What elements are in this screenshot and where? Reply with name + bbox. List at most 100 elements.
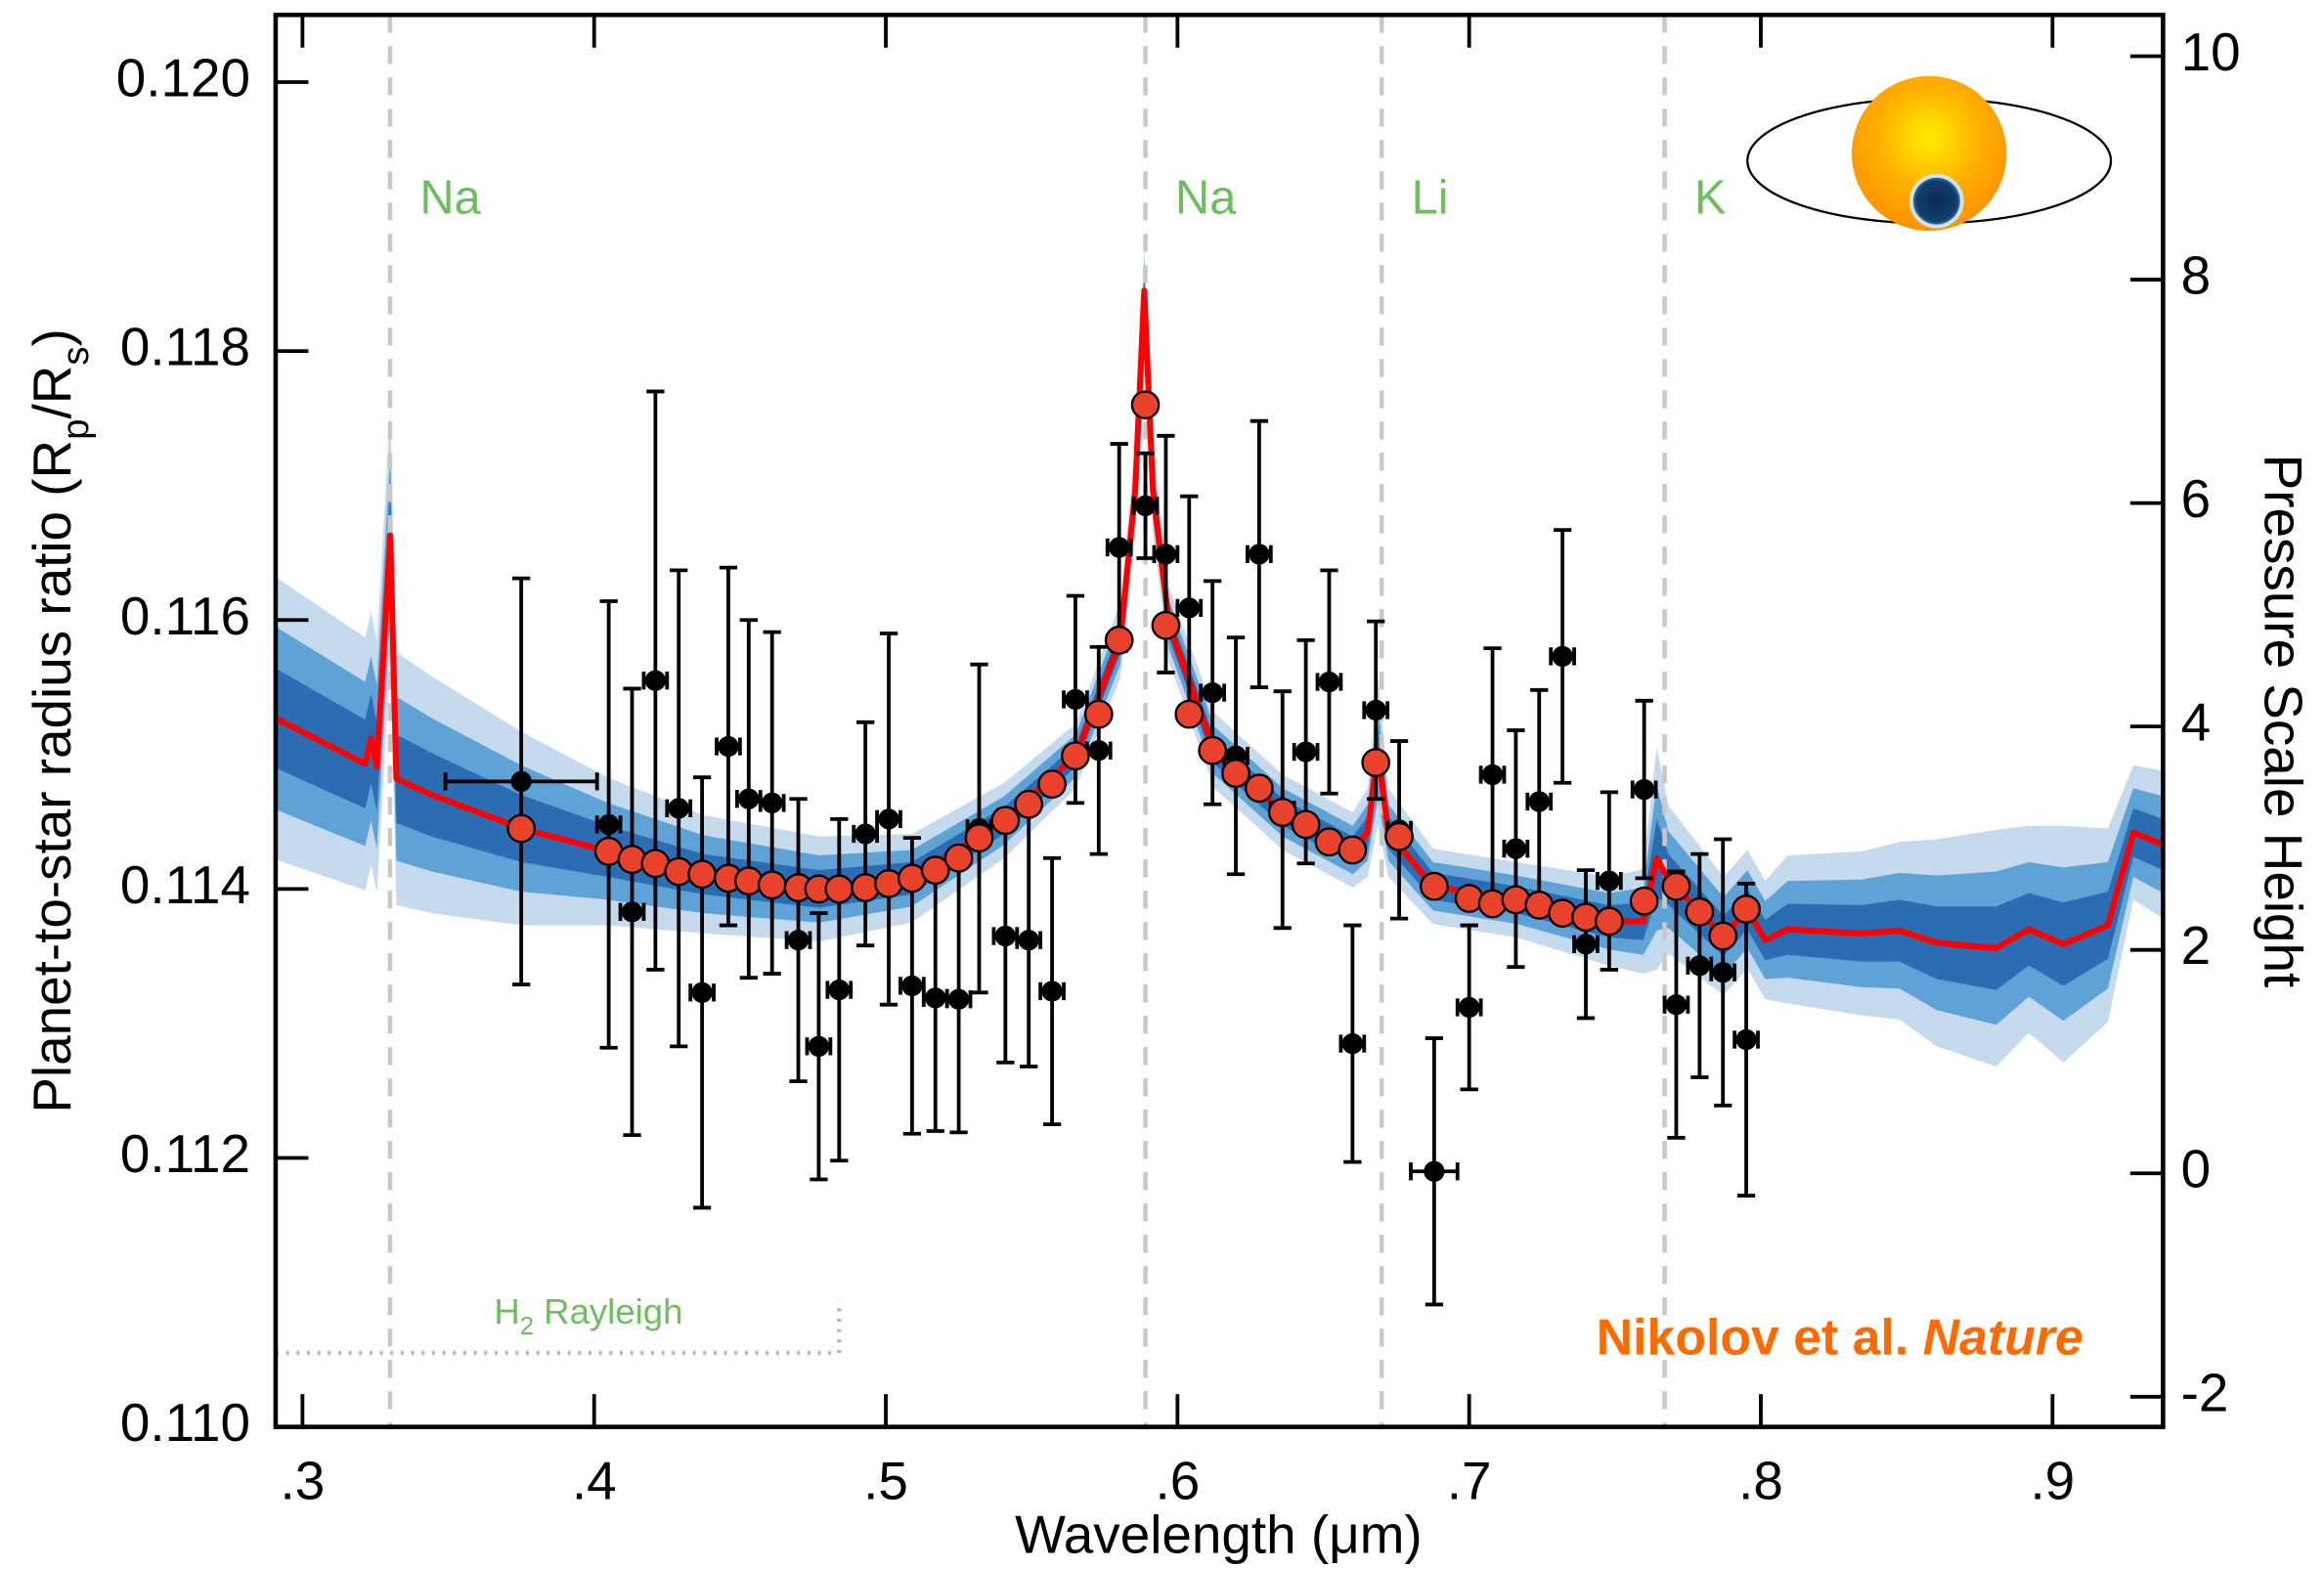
observed-point bbox=[1505, 838, 1527, 859]
observed-point bbox=[1528, 791, 1550, 812]
observed-point bbox=[787, 930, 810, 951]
planet bbox=[1908, 173, 1964, 229]
observed-point bbox=[1459, 996, 1480, 1019]
observed-point bbox=[597, 813, 620, 836]
credit-label: Nikolov et al. Nature bbox=[1597, 1308, 2083, 1365]
y-tick-label: 0.114 bbox=[120, 854, 250, 915]
binned-model-point bbox=[1198, 735, 1228, 765]
binned-model-point bbox=[1420, 871, 1449, 901]
binned-model-point bbox=[1361, 748, 1391, 777]
observed-point bbox=[947, 988, 970, 1010]
binned-model-point bbox=[943, 843, 974, 873]
observed-point bbox=[901, 975, 923, 997]
observed-point bbox=[738, 788, 760, 809]
rayleigh-label: H2 Rayleigh bbox=[494, 1291, 682, 1340]
binned-model-point bbox=[687, 859, 717, 890]
observed-point bbox=[762, 792, 783, 814]
x-tick-label: .5 bbox=[863, 1451, 908, 1511]
binned-model-point bbox=[1267, 798, 1297, 827]
observed-point bbox=[1575, 934, 1597, 955]
binned-model-point bbox=[757, 870, 787, 900]
text-part: s bbox=[55, 346, 97, 365]
x-tick-label: .4 bbox=[572, 1451, 617, 1511]
feature-label: Na bbox=[1175, 172, 1237, 225]
binned-model-point bbox=[1685, 896, 1715, 927]
observed-point bbox=[510, 770, 532, 793]
text-part: Nikolov et al. bbox=[1597, 1308, 1923, 1365]
binned-model-point bbox=[1037, 769, 1067, 799]
binned-model-point bbox=[1595, 906, 1624, 937]
binned-model-point bbox=[1337, 835, 1368, 865]
observed-point bbox=[1202, 681, 1223, 704]
binned-model-point bbox=[1629, 886, 1659, 916]
text-part: Rayleigh bbox=[534, 1291, 682, 1331]
y2-tick-label: 10 bbox=[2181, 22, 2241, 82]
x-tick-label: .3 bbox=[281, 1451, 326, 1511]
observed-point bbox=[1481, 763, 1504, 786]
binned-model-point bbox=[1708, 921, 1738, 951]
binned-model-point bbox=[824, 874, 855, 904]
observed-point bbox=[925, 987, 946, 1009]
observed-point bbox=[1065, 688, 1086, 711]
text-part: /R bbox=[22, 366, 82, 419]
x-tick-label: .6 bbox=[1155, 1451, 1200, 1511]
observed-point bbox=[828, 979, 850, 1001]
observed-point bbox=[1134, 495, 1157, 517]
observed-point bbox=[1341, 1032, 1364, 1055]
observed-point bbox=[1041, 981, 1063, 1002]
observed-point bbox=[1318, 671, 1340, 693]
star bbox=[1851, 75, 2007, 232]
y2-axis-label: Pressure Scale Height bbox=[2254, 455, 2314, 988]
binned-model-point bbox=[1014, 789, 1044, 819]
observed-point bbox=[1688, 955, 1711, 977]
x-tick-label: .7 bbox=[1447, 1451, 1492, 1511]
observed-point bbox=[644, 670, 667, 691]
y2-tick-label: 8 bbox=[2181, 245, 2212, 306]
y2-tick-label: 2 bbox=[2181, 915, 2212, 976]
y2-tick-label: 6 bbox=[2181, 468, 2212, 529]
plot-area bbox=[275, 15, 2164, 1427]
observed-point bbox=[878, 808, 899, 830]
text-part: ) bbox=[22, 328, 82, 346]
feature-label: Li bbox=[1412, 172, 1449, 225]
observed-point bbox=[718, 735, 739, 758]
binned-model-point bbox=[1221, 759, 1250, 788]
binned-model-point bbox=[920, 855, 950, 885]
observed-point bbox=[1109, 537, 1130, 558]
star-icon bbox=[1746, 75, 2113, 232]
y2-tick-label: -2 bbox=[2181, 1362, 2229, 1422]
observed-point bbox=[691, 981, 713, 1003]
uncertainty-band bbox=[275, 274, 2164, 990]
binned-model-point bbox=[1661, 871, 1691, 901]
binned-model-point bbox=[990, 806, 1021, 836]
binned-model-point bbox=[1291, 809, 1321, 840]
observed-point bbox=[1249, 544, 1270, 565]
frame bbox=[273, 12, 2166, 1429]
binned-model-point bbox=[1174, 699, 1205, 729]
feature-label: K bbox=[1694, 172, 1727, 225]
observed-point bbox=[1424, 1160, 1445, 1182]
y-tick-label: 0.110 bbox=[120, 1392, 250, 1453]
x-axis-label: Wavelength (μm) bbox=[1015, 1504, 1423, 1564]
binned-model-point bbox=[1104, 626, 1134, 655]
observed-point bbox=[808, 1035, 830, 1058]
y-tick-label: 0.112 bbox=[120, 1123, 250, 1184]
observed-point bbox=[1735, 1028, 1757, 1051]
binned-model-point bbox=[1384, 821, 1414, 851]
binned-model-point bbox=[506, 813, 536, 844]
feature-label: Na bbox=[419, 172, 481, 225]
text-part: H bbox=[494, 1291, 519, 1331]
observed-point bbox=[1088, 740, 1110, 762]
y-tick-label: 0.116 bbox=[120, 586, 250, 646]
observed-point bbox=[621, 901, 643, 923]
observed-point bbox=[994, 925, 1017, 947]
binned-model-point bbox=[1732, 894, 1761, 924]
axes bbox=[275, 15, 2164, 1429]
y-axis-label: Planet-to-star radius ratio (Rp/Rs) bbox=[22, 328, 96, 1112]
binned-model-point bbox=[1245, 773, 1274, 804]
observed-point bbox=[1178, 597, 1200, 619]
observed-point bbox=[855, 823, 876, 845]
observed-point bbox=[1599, 870, 1620, 892]
observed-point bbox=[1294, 741, 1317, 763]
